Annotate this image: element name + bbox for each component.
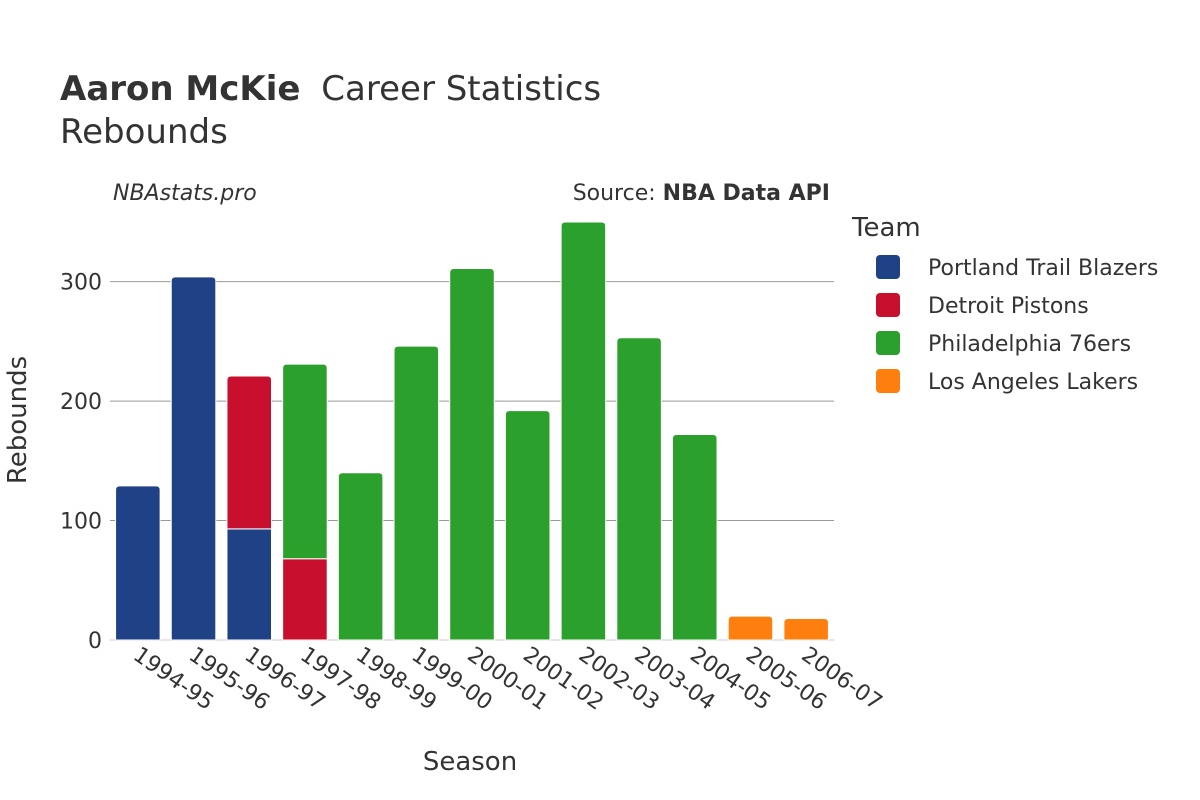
chart-title: Aaron McKie Career Statistics — [60, 69, 601, 109]
watermark-text: NBAstats.pro — [113, 181, 257, 206]
y-axis-title: Rebounds — [3, 356, 33, 484]
bar-segment — [727, 615, 774, 641]
bar-segment — [170, 276, 217, 641]
legend-swatch — [876, 331, 900, 355]
chart-subtitle: Rebounds — [60, 112, 228, 152]
legend-swatch — [876, 293, 900, 317]
bar-segment — [115, 485, 161, 641]
legend-title: Team — [851, 213, 921, 243]
bar-segment — [282, 363, 328, 560]
y-tick-label: 200 — [60, 390, 102, 415]
legend-label: Detroit Pistons — [928, 294, 1089, 319]
bar-segment — [783, 618, 829, 641]
source-text: Source: NBA Data API — [573, 181, 830, 206]
legend: Portland Trail Blazers Detroit Pistons Phi… — [876, 255, 1158, 395]
legend-swatch — [876, 255, 900, 279]
y-tick-label: 300 — [60, 271, 102, 296]
legend-swatch — [876, 369, 900, 393]
bar-segment — [337, 472, 384, 641]
y-tick-label: 100 — [60, 510, 102, 535]
bar-segment — [560, 221, 607, 641]
source-name: NBA Data API — [663, 181, 830, 206]
bar-segment — [226, 528, 273, 641]
bar-segment — [449, 268, 495, 641]
y-tick-labels: 0 100 200 300 — [60, 271, 102, 654]
bar-segment — [393, 345, 440, 641]
chart-title-bold: Aaron McKie — [60, 69, 300, 109]
bar-segment — [282, 558, 328, 641]
x-tick-labels: 1994-951995-961996-971997-981998-991999-… — [128, 642, 886, 715]
bar-segment — [504, 410, 551, 641]
bar-segment — [671, 434, 718, 641]
legend-label: Portland Trail Blazers — [928, 256, 1158, 281]
legend-label: Philadelphia 76ers — [928, 332, 1131, 357]
bars — [115, 221, 829, 641]
bar-segment — [226, 375, 273, 530]
y-tick-label: 0 — [88, 629, 102, 654]
chart-title-rest: Career Statistics — [321, 69, 601, 109]
x-axis-title: Season — [423, 747, 517, 777]
bar-segment — [616, 337, 662, 641]
source-prefix: Source: — [573, 181, 663, 206]
legend-label: Los Angeles Lakers — [928, 370, 1138, 395]
